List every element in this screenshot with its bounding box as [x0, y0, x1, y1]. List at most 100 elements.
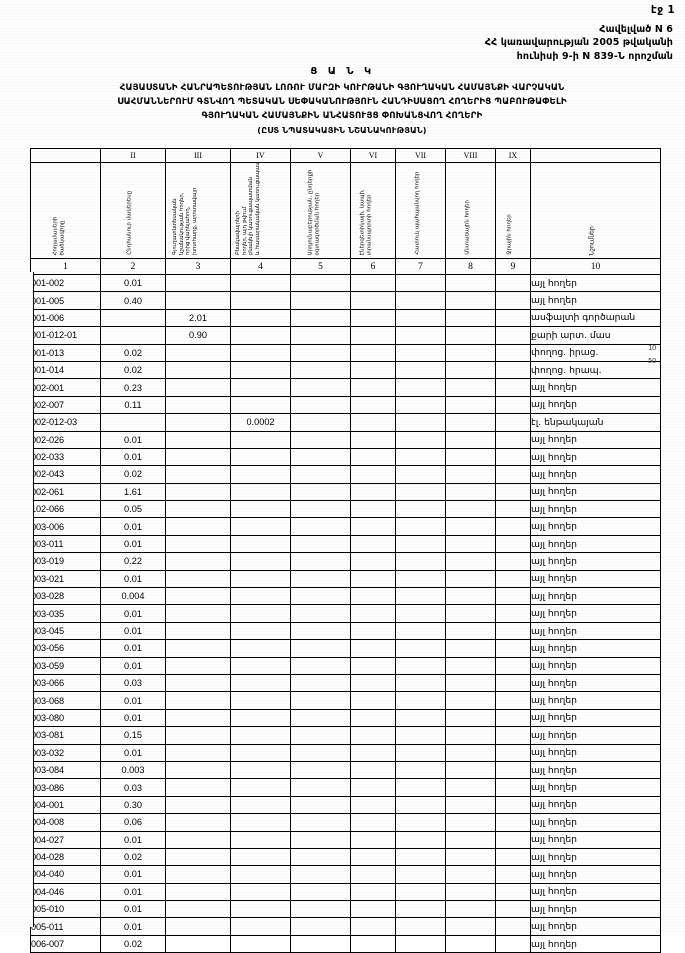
cell-col-5	[290, 587, 351, 606]
colnum-10: 10	[530, 258, 661, 275]
cell-col-2: 0.40	[100, 291, 166, 310]
cell-col-9	[495, 517, 531, 536]
cell-col-9	[495, 830, 531, 849]
cell-col-9	[495, 726, 531, 745]
cell-col-9	[495, 360, 531, 380]
cell-col-7	[395, 830, 446, 849]
hdr-special-l1: Հատուկ պահպանվող հողեր	[413, 171, 420, 255]
cell-col-2: 0.01	[100, 569, 166, 589]
cell-col-4	[230, 847, 291, 867]
cell-col-3	[165, 691, 231, 710]
table-row: 002-061 1.61 այլ հողեր	[30, 482, 661, 502]
cell-col-5	[290, 604, 351, 623]
cell-col-9	[495, 900, 531, 919]
table-row: 003-035 0.01 այլ հողեր	[30, 604, 661, 623]
cell-col-3	[165, 882, 231, 902]
cell-col-6	[350, 517, 396, 536]
cell-col-8	[445, 326, 496, 345]
cell-cadastral-code: 102-066	[30, 500, 101, 519]
cell-col-5	[290, 673, 351, 693]
cell-col-6	[350, 813, 396, 832]
cell-col-9	[495, 639, 531, 658]
cell-col-9	[495, 778, 531, 797]
cell-col-3	[165, 378, 231, 397]
cell-col-7	[395, 760, 446, 780]
cell-col-6	[350, 847, 396, 867]
cell-col-8	[445, 778, 496, 797]
table-row: 003-066 0.03 այլ հողեր	[30, 673, 661, 693]
cell-col-8	[445, 639, 496, 658]
cell-col-4	[230, 343, 291, 362]
cell-col-4	[230, 813, 291, 832]
cell-col-5	[290, 482, 351, 502]
title-line-3: ԳՅՈՒՂԱԿԱՆ ՀԱՄԱՅՆՔԻՆ ԱՆՀԱՏՈՒՅՑ ՓՈԽԱՆՑՎՈՂ …	[201, 110, 483, 121]
cell-col-7	[395, 291, 446, 310]
cell-col-4	[230, 291, 291, 310]
colnum-5: 5	[290, 258, 351, 275]
cell-remarks: այլ հողեր	[530, 465, 661, 484]
cell-col-6	[350, 621, 396, 641]
cell-col-6	[350, 308, 396, 328]
cell-col-5	[290, 830, 351, 849]
cell-col-4	[230, 760, 291, 780]
colnum-6: 6	[350, 258, 396, 275]
roman-col-2: II	[100, 148, 166, 163]
cell-col-3	[165, 465, 231, 484]
cell-col-4	[230, 447, 291, 467]
cell-col-2: 0.01	[100, 604, 166, 623]
cell-cadastral-code: 003-081	[30, 726, 101, 745]
cell-col-3	[165, 865, 231, 884]
cell-col-8	[445, 378, 496, 397]
cell-col-4	[230, 743, 291, 762]
cell-col-8	[445, 865, 496, 884]
hdr-settle-l2: հողեր, այդ թվում՝	[241, 205, 247, 255]
cell-col-9	[495, 482, 531, 502]
cell-cadastral-code: 004-040	[30, 865, 101, 884]
cell-col-5	[290, 639, 351, 658]
cell-col-6	[350, 865, 396, 884]
hdr-settle-l1: Բնակավայրերի	[234, 211, 241, 255]
table-column-number-row: 1 2 3 4 5 6 7 8 9 10	[30, 258, 661, 275]
cell-col-8	[445, 308, 496, 328]
table-row: 006-007 0.02 այլ հողեր	[30, 934, 661, 953]
title-line-1: ՀԱՅԱՍՏԱՆԻ ՀԱՆՐԱՊԵՏՈՒԹՅԱՆ ԼՈՌՈՒ ՄԱՐԶԻ ԿՈՒ…	[119, 83, 565, 93]
cell-col-3	[165, 639, 231, 658]
cell-col-6	[350, 569, 396, 589]
hdr-forest-l1: Անտառային հողեր	[463, 200, 470, 255]
cell-cadastral-code: 002-026	[30, 430, 101, 449]
cell-col-2: 0.22	[100, 552, 166, 571]
cell-col-5	[290, 621, 351, 641]
cell-col-5	[290, 847, 351, 867]
hdr-ind-l1: Արդյունաբերության, ընդերքի	[307, 169, 313, 255]
cell-cadastral-code: 001-014	[30, 360, 101, 380]
roman-col-6: VI	[350, 148, 396, 163]
hdr-cadastral-l2: ծածկագիրը	[58, 220, 65, 255]
cell-col-9	[495, 465, 531, 484]
cell-col-9	[495, 865, 531, 884]
cell-col-5	[290, 413, 351, 432]
table-row: 003-045 0.01 այլ հողեր	[30, 621, 661, 641]
cell-col-4	[230, 465, 291, 484]
cell-col-9	[495, 708, 531, 728]
cell-remarks: այլ հողեր	[530, 917, 661, 936]
cell-cadastral-code: 004-001	[30, 795, 101, 815]
cell-col-8	[445, 517, 496, 536]
cell-col-8	[445, 534, 496, 554]
cell-col-3	[165, 500, 231, 519]
margin-note-1: 10	[648, 344, 657, 352]
cell-col-9	[495, 378, 531, 397]
cell-col-3	[165, 552, 231, 571]
cell-col-8	[445, 482, 496, 502]
cell-col-7	[395, 743, 446, 762]
cell-col-7	[395, 500, 446, 519]
cell-col-2: 0.003	[100, 760, 166, 780]
cell-remarks: այլ հողեր	[530, 743, 661, 762]
cell-col-3	[165, 795, 231, 815]
cell-col-2: 0.05	[100, 500, 166, 519]
cell-cadastral-code: 003-019	[30, 552, 101, 571]
cell-col-7	[395, 865, 446, 884]
cell-col-5	[290, 726, 351, 745]
cell-col-6	[350, 465, 396, 484]
cell-cadastral-code: 001-005	[30, 291, 101, 310]
cell-col-8	[445, 847, 496, 867]
